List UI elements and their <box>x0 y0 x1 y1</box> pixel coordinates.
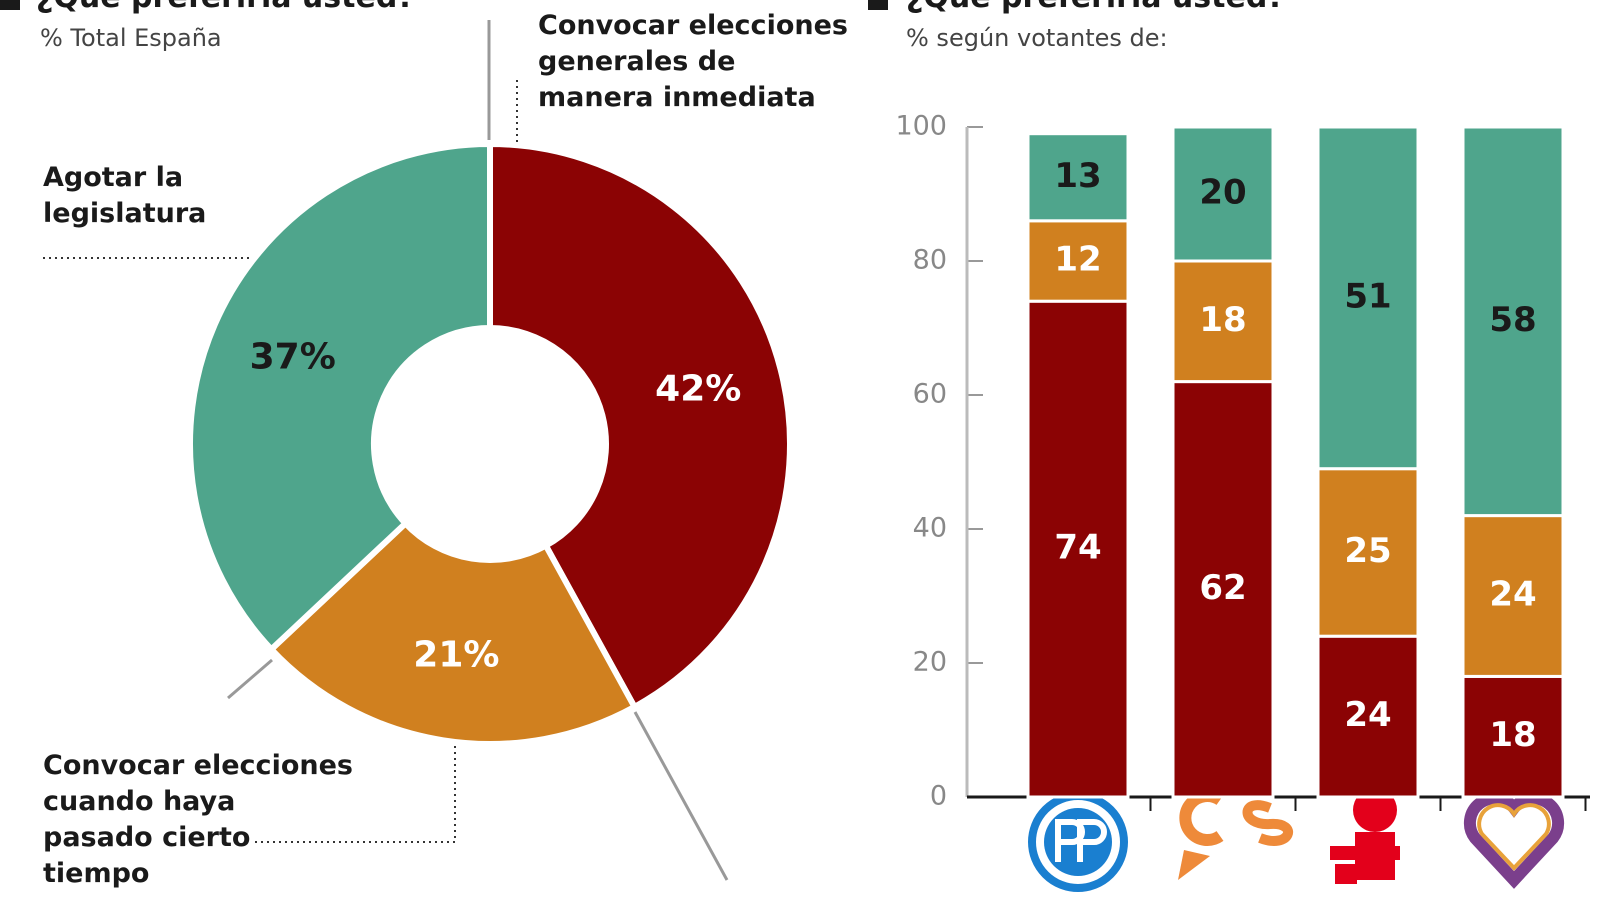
bar-segment <box>1461 514 1565 678</box>
y-tick-label: 20 <box>913 647 947 678</box>
bar-segment <box>1461 125 1565 518</box>
value-label: 20 <box>1199 173 1246 213</box>
y-tick-label: 100 <box>895 111 947 142</box>
title-marker <box>0 0 20 10</box>
party-logo <box>1330 788 1400 884</box>
bar-segment <box>1026 299 1130 799</box>
title-marker <box>868 0 888 10</box>
value-label: 42% <box>655 369 741 410</box>
value-label: 18 <box>1489 715 1536 755</box>
leader-line <box>633 711 729 881</box>
bar-segment <box>1171 125 1275 263</box>
value-label: 18 <box>1199 300 1246 340</box>
value-label: 51 <box>1344 276 1391 316</box>
value-label: 37% <box>250 337 336 378</box>
y-tick-label: 0 <box>930 781 947 812</box>
bar-segment <box>1316 467 1420 638</box>
leader-line <box>227 658 273 700</box>
donut-slice <box>487 140 793 711</box>
value-label: 12 <box>1054 240 1101 280</box>
value-label: 24 <box>1344 695 1391 735</box>
value-label: 74 <box>1054 528 1101 568</box>
value-label: 21% <box>413 634 499 675</box>
donut-slice <box>187 140 493 654</box>
y-tick-label: 80 <box>913 245 947 276</box>
party-logo <box>1028 792 1128 892</box>
chart-subtitle: % según votantes de: <box>906 24 1168 52</box>
party-logo <box>1463 792 1565 889</box>
value-label: 62 <box>1199 568 1246 608</box>
party-logo <box>1178 790 1294 880</box>
donut-slice <box>267 519 639 747</box>
category-label: Convocar elecciones generales de manera … <box>538 10 848 113</box>
bar-segment <box>1026 219 1130 303</box>
y-tick-label: 40 <box>913 513 947 544</box>
chart-title: ¿Qué preferiría usted? <box>36 0 415 15</box>
bar-segment <box>1171 380 1275 799</box>
value-label: 25 <box>1344 531 1391 571</box>
y-tick-label: 60 <box>913 379 947 410</box>
chart-title: ¿Qué preferiría usted? <box>906 0 1285 15</box>
bar-segment <box>1316 125 1420 471</box>
value-label: 24 <box>1489 575 1536 615</box>
category-label: Agotar la legislatura <box>43 162 207 229</box>
bar-segment <box>1026 132 1130 223</box>
category-label: Convocar elecciones cuando haya pasado c… <box>43 750 353 889</box>
value-label: 58 <box>1489 300 1536 340</box>
value-label: 13 <box>1054 156 1101 196</box>
chart-subtitle: % Total España <box>40 24 222 52</box>
